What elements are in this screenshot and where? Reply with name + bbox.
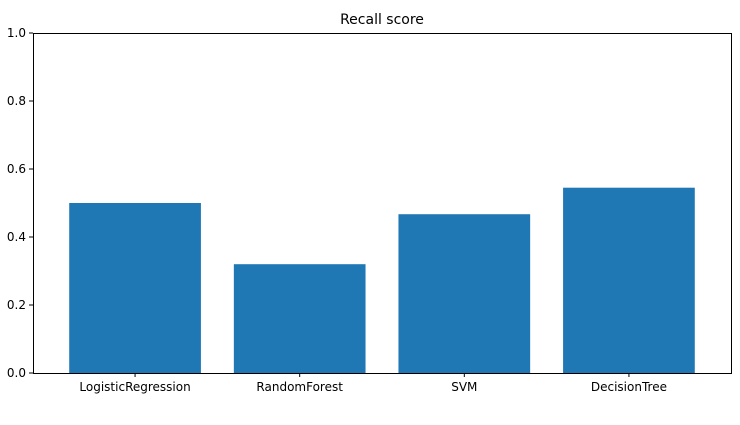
y-tick-label: 0.2 [7,298,26,312]
bar-logisticregression [69,203,201,373]
y-tick-label: 0.4 [7,230,26,244]
y-tick-label: 0.0 [7,366,26,380]
x-tick-label-logisticregression: LogisticRegression [79,380,190,394]
x-tick-label-svm: SVM [451,380,477,394]
y-tick-label: 0.6 [7,162,26,176]
plot-frame [33,33,732,374]
chart-title: Recall score [340,12,424,28]
x-axis: LogisticRegression RandomForest SVM Decisio… [79,373,667,394]
y-tick-label: 0.8 [7,94,26,108]
x-tick-label-randomforest: RandomForest [256,380,343,394]
y-axis: 0.0 0.2 0.4 0.6 0.8 1.0 [7,26,33,380]
bars-layer [69,187,695,373]
bar-svm [398,214,531,373]
bar-decisiontree [563,187,695,373]
x-tick-label-decisiontree: DecisionTree [591,380,667,394]
y-tick-label: 1.0 [7,26,26,40]
bar-randomforest [233,264,366,373]
